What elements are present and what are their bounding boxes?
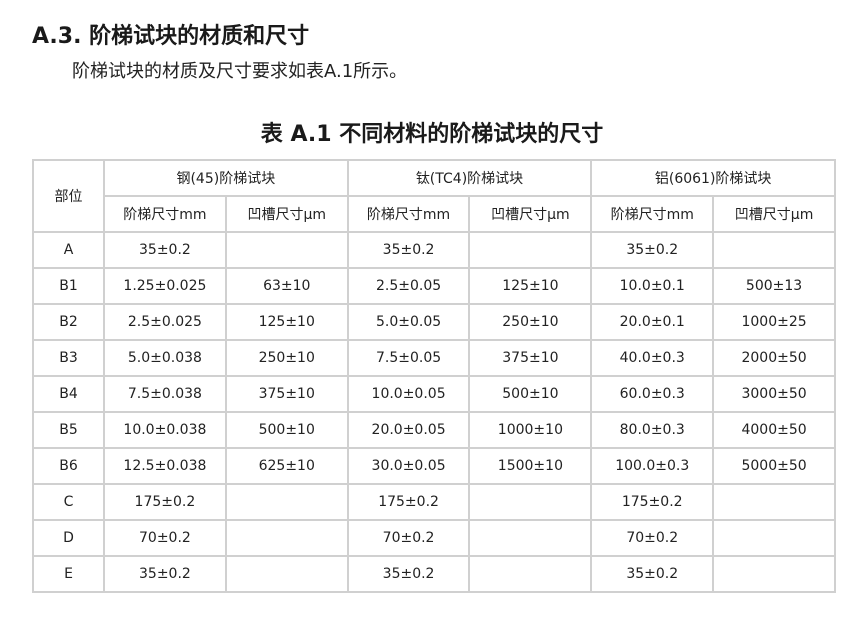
section-heading: A.3. 阶梯试块的材质和尺寸 [32, 24, 310, 49]
table-cell: 20.0±0.05 [346, 411, 471, 449]
table-cell: 375±10 [468, 339, 593, 377]
subheader: 凹槽尺寸μm [712, 195, 836, 233]
table-cell: 30.0±0.05 [346, 447, 471, 485]
table-cell: 5000±50 [712, 447, 836, 485]
table-cell [468, 483, 593, 521]
table-cell: 375±10 [224, 375, 349, 413]
table-cell: 35±0.2 [346, 555, 471, 593]
table-row: B6 12.5±0.038 625±10 30.0±0.05 1500±10 100.0±… [32, 447, 836, 485]
table-cell: 35±0.2 [103, 231, 227, 269]
dimensions-table: 部位 钢(45)阶梯试块 钛(TC4)阶梯试块 铝(6061)阶梯试块 阶梯尺寸… [32, 159, 836, 593]
table-row: B5 10.0±0.038 500±10 20.0±0.05 1000±10 80.0±0… [32, 411, 836, 449]
part-cell: E [32, 555, 105, 593]
table-cell: 500±10 [224, 411, 349, 449]
part-cell: A [32, 231, 105, 269]
table-cell: 5.0±0.038 [103, 339, 227, 377]
table-cell: 35±0.2 [103, 555, 227, 593]
part-cell: B5 [32, 411, 105, 449]
table-cell: 2000±50 [712, 339, 836, 377]
table-cell [224, 483, 349, 521]
table-cell: 20.0±0.1 [590, 303, 715, 341]
table-cell: 2.5±0.05 [346, 267, 471, 305]
table-cell: 4000±50 [712, 411, 836, 449]
table-cell [468, 231, 593, 269]
table-cell: 10.0±0.05 [346, 375, 471, 413]
table-cell [224, 555, 349, 593]
subheader: 阶梯尺寸mm [103, 195, 227, 233]
table-row: B4 7.5±0.038 375±10 10.0±0.05 500±10 60.0±0.3… [32, 375, 836, 413]
table-cell: 7.5±0.038 [103, 375, 227, 413]
table-cell [468, 555, 593, 593]
part-cell: B6 [32, 447, 105, 485]
part-cell: C [32, 483, 105, 521]
table-cell: 35±0.2 [590, 555, 715, 593]
table-cell: 175±0.2 [590, 483, 715, 521]
part-cell: B1 [32, 267, 105, 305]
part-cell: B4 [32, 375, 105, 413]
table-row: B1 1.25±0.025 63±10 2.5±0.05 125±10 10.0±0.1 5… [32, 267, 836, 305]
table-row: A 35±0.2 35±0.2 35±0.2 [32, 231, 836, 269]
table-cell: 1.25±0.025 [103, 267, 227, 305]
table-cell: 2.5±0.025 [103, 303, 227, 341]
table-cell: 3000±50 [712, 375, 836, 413]
table-cell: 10.0±0.1 [590, 267, 715, 305]
table-cell: 7.5±0.05 [346, 339, 471, 377]
table-cell [224, 231, 349, 269]
group-header-aluminum: 铝(6061)阶梯试块 [590, 159, 836, 197]
group-header-steel: 钢(45)阶梯试块 [103, 159, 349, 197]
table-cell: 70±0.2 [590, 519, 715, 557]
table-cell [224, 519, 349, 557]
table-header-row: 部位 钢(45)阶梯试块 钛(TC4)阶梯试块 铝(6061)阶梯试块 [32, 159, 836, 233]
table-cell: 125±10 [224, 303, 349, 341]
section-paragraph: 阶梯试块的材质及尺寸要求如表A.1所示。 [72, 61, 408, 82]
table-cell [712, 555, 836, 593]
table-subheader-row: 阶梯尺寸mm 凹槽尺寸μm 阶梯尺寸mm 凹槽尺寸μm 阶梯尺寸mm 凹槽尺寸μ… [33, 195, 836, 233]
table-cell: 60.0±0.3 [590, 375, 715, 413]
table-cell: 70±0.2 [103, 519, 227, 557]
table-cell: 175±0.2 [103, 483, 227, 521]
table-row: E 35±0.2 35±0.2 35±0.2 [32, 555, 836, 593]
table-cell [712, 519, 836, 557]
part-cell: D [32, 519, 105, 557]
subheader: 阶梯尺寸mm [346, 195, 471, 233]
table-row: B3 5.0±0.038 250±10 7.5±0.05 375±10 40.0±0.3 2… [32, 339, 836, 377]
table-cell: 40.0±0.3 [590, 339, 715, 377]
table-row: D 70±0.2 70±0.2 70±0.2 [32, 519, 836, 557]
table-cell: 625±10 [224, 447, 349, 485]
table-cell: 70±0.2 [346, 519, 471, 557]
part-header: 部位 [32, 159, 105, 233]
part-cell: B2 [32, 303, 105, 341]
group-header-titanium: 钛(TC4)阶梯试块 [346, 159, 593, 197]
subheader: 凹槽尺寸μm [468, 195, 593, 233]
table-cell: 1500±10 [468, 447, 593, 485]
table-cell: 125±10 [468, 267, 593, 305]
table-cell: 12.5±0.038 [103, 447, 227, 485]
table-cell: 500±13 [712, 267, 836, 305]
table-row: B2 2.5±0.025 125±10 5.0±0.05 250±10 20.0±0.1 1… [32, 303, 836, 341]
table-cell: 35±0.2 [590, 231, 715, 269]
table-cell: 250±10 [468, 303, 593, 341]
table-cell: 250±10 [224, 339, 349, 377]
table-cell: 35±0.2 [346, 231, 471, 269]
part-cell: B3 [32, 339, 105, 377]
table-cell [468, 519, 593, 557]
table-cell: 10.0±0.038 [103, 411, 227, 449]
table-row: C 175±0.2 175±0.2 175±0.2 [32, 483, 836, 521]
table-cell: 100.0±0.3 [590, 447, 715, 485]
table-cell: 5.0±0.05 [346, 303, 471, 341]
table-caption: 表 A.1 不同材料的阶梯试块的尺寸 [260, 122, 604, 147]
table-cell: 1000±25 [712, 303, 836, 341]
table-cell: 80.0±0.3 [590, 411, 715, 449]
subheader: 阶梯尺寸mm [590, 195, 715, 233]
table-cell: 63±10 [224, 267, 349, 305]
table-cell: 1000±10 [468, 411, 593, 449]
subheader: 凹槽尺寸μm [224, 195, 349, 233]
table-cell [712, 483, 836, 521]
table-cell [712, 231, 836, 269]
table-cell: 500±10 [468, 375, 593, 413]
table-cell: 175±0.2 [346, 483, 471, 521]
